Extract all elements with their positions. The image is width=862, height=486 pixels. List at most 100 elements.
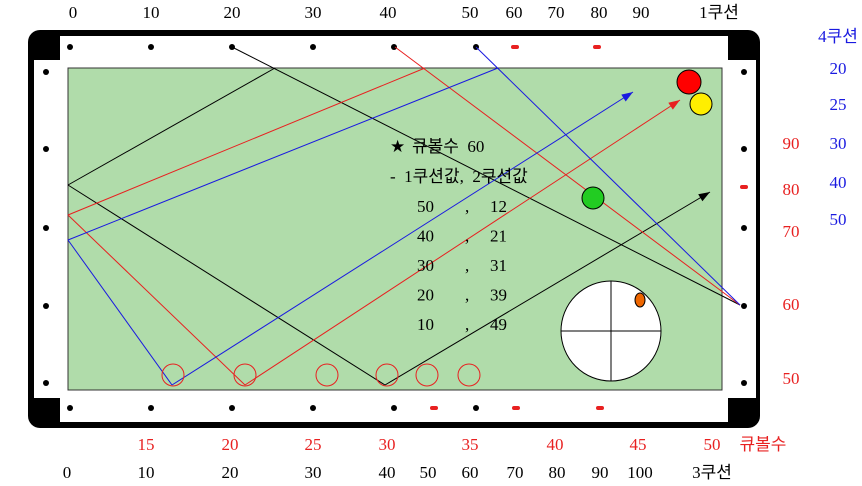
ball-path [394,46,741,306]
axis-label: 30 [379,435,396,454]
diamond [310,405,316,411]
axis-label: 45 [630,435,647,454]
row-cushion2: 12 [490,197,507,216]
diamond [43,69,49,75]
axis-label: 90 [783,134,800,153]
hit-point [634,292,646,308]
row-cushion2: 39 [490,286,507,305]
axis-label: 10 [138,463,155,482]
diamond [43,380,49,386]
axis-label: 80 [591,3,608,22]
diamond [741,303,747,309]
axis-label: 70 [507,463,524,482]
ball-path [67,67,426,216]
axis-label: 1쿠션 [699,3,739,22]
star-icon: ★ [390,137,405,156]
axis-label: 70 [548,3,565,22]
axis-label: 50 [462,3,479,22]
row-sep: , [465,197,469,216]
row-cushion1: 20 [417,286,434,305]
axis-label: 10 [143,3,160,22]
info-text: ★ 큐볼수 60 - 1쿠션값, 2쿠션값 50, 12 40, 21 30, 31 20,… [390,137,528,334]
diamond [43,225,49,231]
axis-label: 큐볼수 [740,435,787,454]
green-ball [581,186,605,210]
arrowhead-icon [698,192,710,202]
row-sep: , [465,315,469,334]
info-header: - 1쿠션값, 2쿠션값 [390,167,528,186]
row-sep: , [465,227,469,246]
diamond [43,303,49,309]
axis-label: 40 [379,463,396,482]
diamond [741,146,747,152]
diamond-marker [596,406,604,410]
row-cushion2: 21 [490,227,507,246]
axis-label: 4쿠션 [818,27,858,46]
diamond [67,405,73,411]
diamond [741,380,747,386]
contact-point-marker [415,363,439,387]
row-cushion2: 31 [490,256,507,275]
axis-label: 60 [462,463,479,482]
axis-label: 60 [506,3,523,22]
row-sep: , [465,286,469,305]
diamond-marker [593,45,601,49]
ball-path [67,214,246,386]
axis-label: 70 [783,222,800,241]
diamond [310,44,316,50]
diamond [741,225,747,231]
cueball-line: 큐볼수 60 [412,137,484,156]
axis-label: 40 [547,435,564,454]
diamond-marker [511,45,519,49]
ball-path [231,46,741,306]
axis-label: 20 [224,3,241,22]
diamond [43,146,49,152]
row-cushion1: 40 [417,227,434,246]
diamond [229,405,235,411]
axis-label: 35 [462,435,479,454]
red-ball [676,69,702,95]
contact-point-marker [161,363,185,387]
ball-path [67,67,276,186]
axis-label: 50 [830,210,847,229]
yellow-ball [689,92,713,116]
axis-label: 20 [222,463,239,482]
ball-path [67,67,499,241]
axis-label: 30 [305,463,322,482]
axis-label: 80 [549,463,566,482]
arrowhead-icon [621,92,633,102]
axis-label: 25 [305,435,322,454]
axis-label: 20 [830,59,847,78]
axis-label: 50 [704,435,721,454]
axis-label: 60 [783,295,800,314]
axis-label: 25 [830,95,847,114]
contact-point-marker [375,363,399,387]
diamond-marker [740,185,748,189]
axis-label: 100 [627,463,653,482]
axis-label: 90 [592,463,609,482]
axis-label: 3쿠션 [692,463,732,482]
axis-label: 30 [830,134,847,153]
ball-path [244,99,681,386]
axis-label: 90 [633,3,650,22]
row-cushion1: 50 [417,197,434,216]
diamond-marker [430,406,438,410]
ball-path [475,46,741,306]
diamond [67,44,73,50]
ball-path [171,91,634,386]
axis-label: 40 [380,3,397,22]
axis-label: 15 [138,435,155,454]
row-sep: , [465,256,469,275]
cue-ball-target [560,280,662,382]
contact-point-marker [233,363,257,387]
diamond [148,405,154,411]
row-cushion2: 49 [490,315,507,334]
axis-label: 0 [69,3,78,22]
axis-label: 80 [783,180,800,199]
diamond [473,405,479,411]
diamond [741,69,747,75]
diamond-marker [512,406,520,410]
axis-label: 50 [783,369,800,388]
diamond [391,44,397,50]
